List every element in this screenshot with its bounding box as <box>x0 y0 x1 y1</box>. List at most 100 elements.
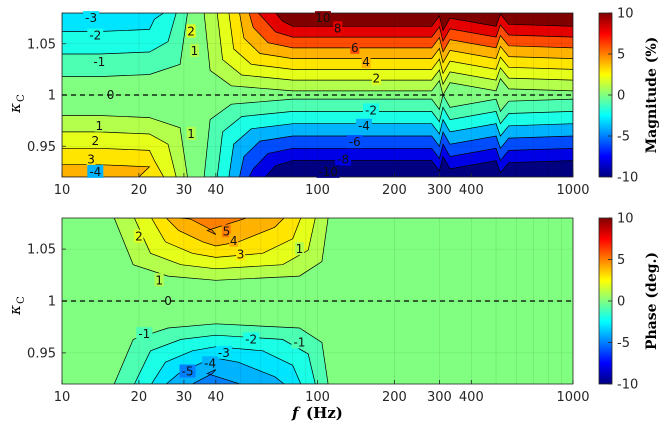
contour-label: -4 <box>89 165 101 179</box>
x-tick-label: 20 <box>131 390 148 405</box>
contour-band-pos10 <box>265 13 573 32</box>
magnitude-ylabel-kappa: κ <box>6 103 24 114</box>
contour-label: -1 <box>93 55 105 69</box>
contour-label-bg <box>186 126 196 140</box>
phase-x-label: f (Hz) <box>291 404 343 422</box>
y-tick-label: 1.05 <box>27 37 56 52</box>
phase-ylabel-kappa: κ <box>6 305 24 316</box>
contour-label: -2 <box>245 332 257 346</box>
contour-label-bg <box>363 103 380 117</box>
contour-label: 2 <box>91 134 99 148</box>
contour-label: 8 <box>334 21 342 35</box>
contour-label-bg <box>189 43 199 57</box>
contour-label-bg <box>87 28 104 42</box>
x-tick-label: 1000 <box>556 390 589 405</box>
contour-label-bg <box>316 164 340 178</box>
contour-label-bg <box>333 21 343 35</box>
contour-label-bg <box>154 273 164 287</box>
x-tick-label: 200 <box>382 183 407 198</box>
contour-label-bg <box>202 356 219 370</box>
phase-colorbar-label: Phase (deg.) <box>644 252 660 350</box>
y-tick-label: 1.05 <box>27 243 56 258</box>
contour-label-bg <box>355 118 372 132</box>
phase-colorbar: 10 5 0 -5 -10 Phase (deg.) <box>598 212 660 393</box>
contour-label: -4 <box>204 356 216 370</box>
contour-label: 1 <box>296 242 304 256</box>
contour-label: 0 <box>164 294 172 308</box>
y-tick-label: 0.95 <box>27 346 56 361</box>
magnitude-colorbar: 10 5 0 -5 -10 Magnitude (%) <box>598 7 660 186</box>
contour-label-bg <box>134 229 144 243</box>
contour-label-bg <box>90 134 100 148</box>
colorbar-tick-label: -5 <box>617 336 630 351</box>
colorbar-tick-label: 10 <box>617 212 634 227</box>
contour-label-bg <box>243 332 260 346</box>
contour-label-bg <box>215 345 232 359</box>
contour-label-bg <box>371 71 381 85</box>
x-tick-label: 100 <box>305 183 330 198</box>
contour-label: -5 <box>182 365 194 379</box>
contour-band-pos4 <box>62 164 151 177</box>
contour-label-bg <box>236 247 246 261</box>
y-tick-label: 0.95 <box>27 140 56 155</box>
contour-label-bg <box>91 55 108 69</box>
x-tick-label: 100 <box>305 390 330 405</box>
x-tick-label: 10 <box>54 390 71 405</box>
contour-label-bg <box>186 24 196 38</box>
x-tick-label: 300 <box>427 390 452 405</box>
x-tick-label: 1000 <box>556 183 589 198</box>
contour-label: 2 <box>373 72 381 86</box>
colorbar-tick-label: 5 <box>617 253 625 268</box>
contour-label: -6 <box>349 135 361 149</box>
x-tick-label: 20 <box>131 183 148 198</box>
contour-label-bg <box>361 55 371 69</box>
contour-band-neg3 <box>62 13 165 32</box>
contour-label-bg <box>94 118 104 132</box>
y-tick-label: 1 <box>48 295 56 310</box>
colorbar-tick-label: 5 <box>617 48 625 63</box>
colorbar-tick-label: -10 <box>617 378 638 393</box>
contour-band-neg5 <box>179 369 265 384</box>
contour-label: 1 <box>187 127 195 141</box>
colorbar-tick-label: -5 <box>617 130 630 145</box>
colorbar-tick-label: -10 <box>617 171 638 186</box>
x-tick-label: 30 <box>176 390 193 405</box>
contour-label-bg <box>136 327 153 341</box>
contour-label: 3 <box>87 153 95 167</box>
magnitude-plot-area <box>62 13 573 177</box>
contour-label: 2 <box>187 24 195 38</box>
contour-label: -10 <box>318 165 338 179</box>
contour-label-bg <box>294 242 304 256</box>
x-tick-label: 300 <box>427 183 452 198</box>
contour-label-bg <box>83 11 100 25</box>
y-tick-label: 1 <box>48 89 56 104</box>
contour-label-bg <box>346 135 363 149</box>
colorbar-tick-label: 10 <box>617 7 634 22</box>
x-tick-label: 40 <box>208 183 225 198</box>
contour-label: 3 <box>237 247 245 261</box>
x-tick-label: 10 <box>54 183 71 198</box>
phase-ylabel-sub: C <box>16 296 27 304</box>
contour-label: 4 <box>230 234 238 248</box>
contour-label: -1 <box>293 336 305 350</box>
contour-label: -3 <box>85 11 97 25</box>
phase-y-label: κ C <box>6 296 27 316</box>
contour-label: 2 <box>135 230 143 244</box>
contour-label: 6 <box>351 41 359 55</box>
magnitude-y-label: κ C <box>6 94 27 114</box>
contour-label-bg <box>314 11 331 25</box>
contour-label-bg <box>87 164 104 178</box>
contour-label: -3 <box>218 346 230 360</box>
x-tick-label: 40 <box>208 390 225 405</box>
x-axis-label-f: f <box>291 404 301 422</box>
magnitude-ylabel-sub: C <box>16 94 27 102</box>
x-tick-label: 400 <box>459 183 484 198</box>
contour-label: -4 <box>358 119 370 133</box>
contour-label: -8 <box>337 153 349 167</box>
contour-label-bg <box>221 224 231 238</box>
contour-label-bg <box>291 335 308 349</box>
contour-label: 5 <box>223 224 231 238</box>
